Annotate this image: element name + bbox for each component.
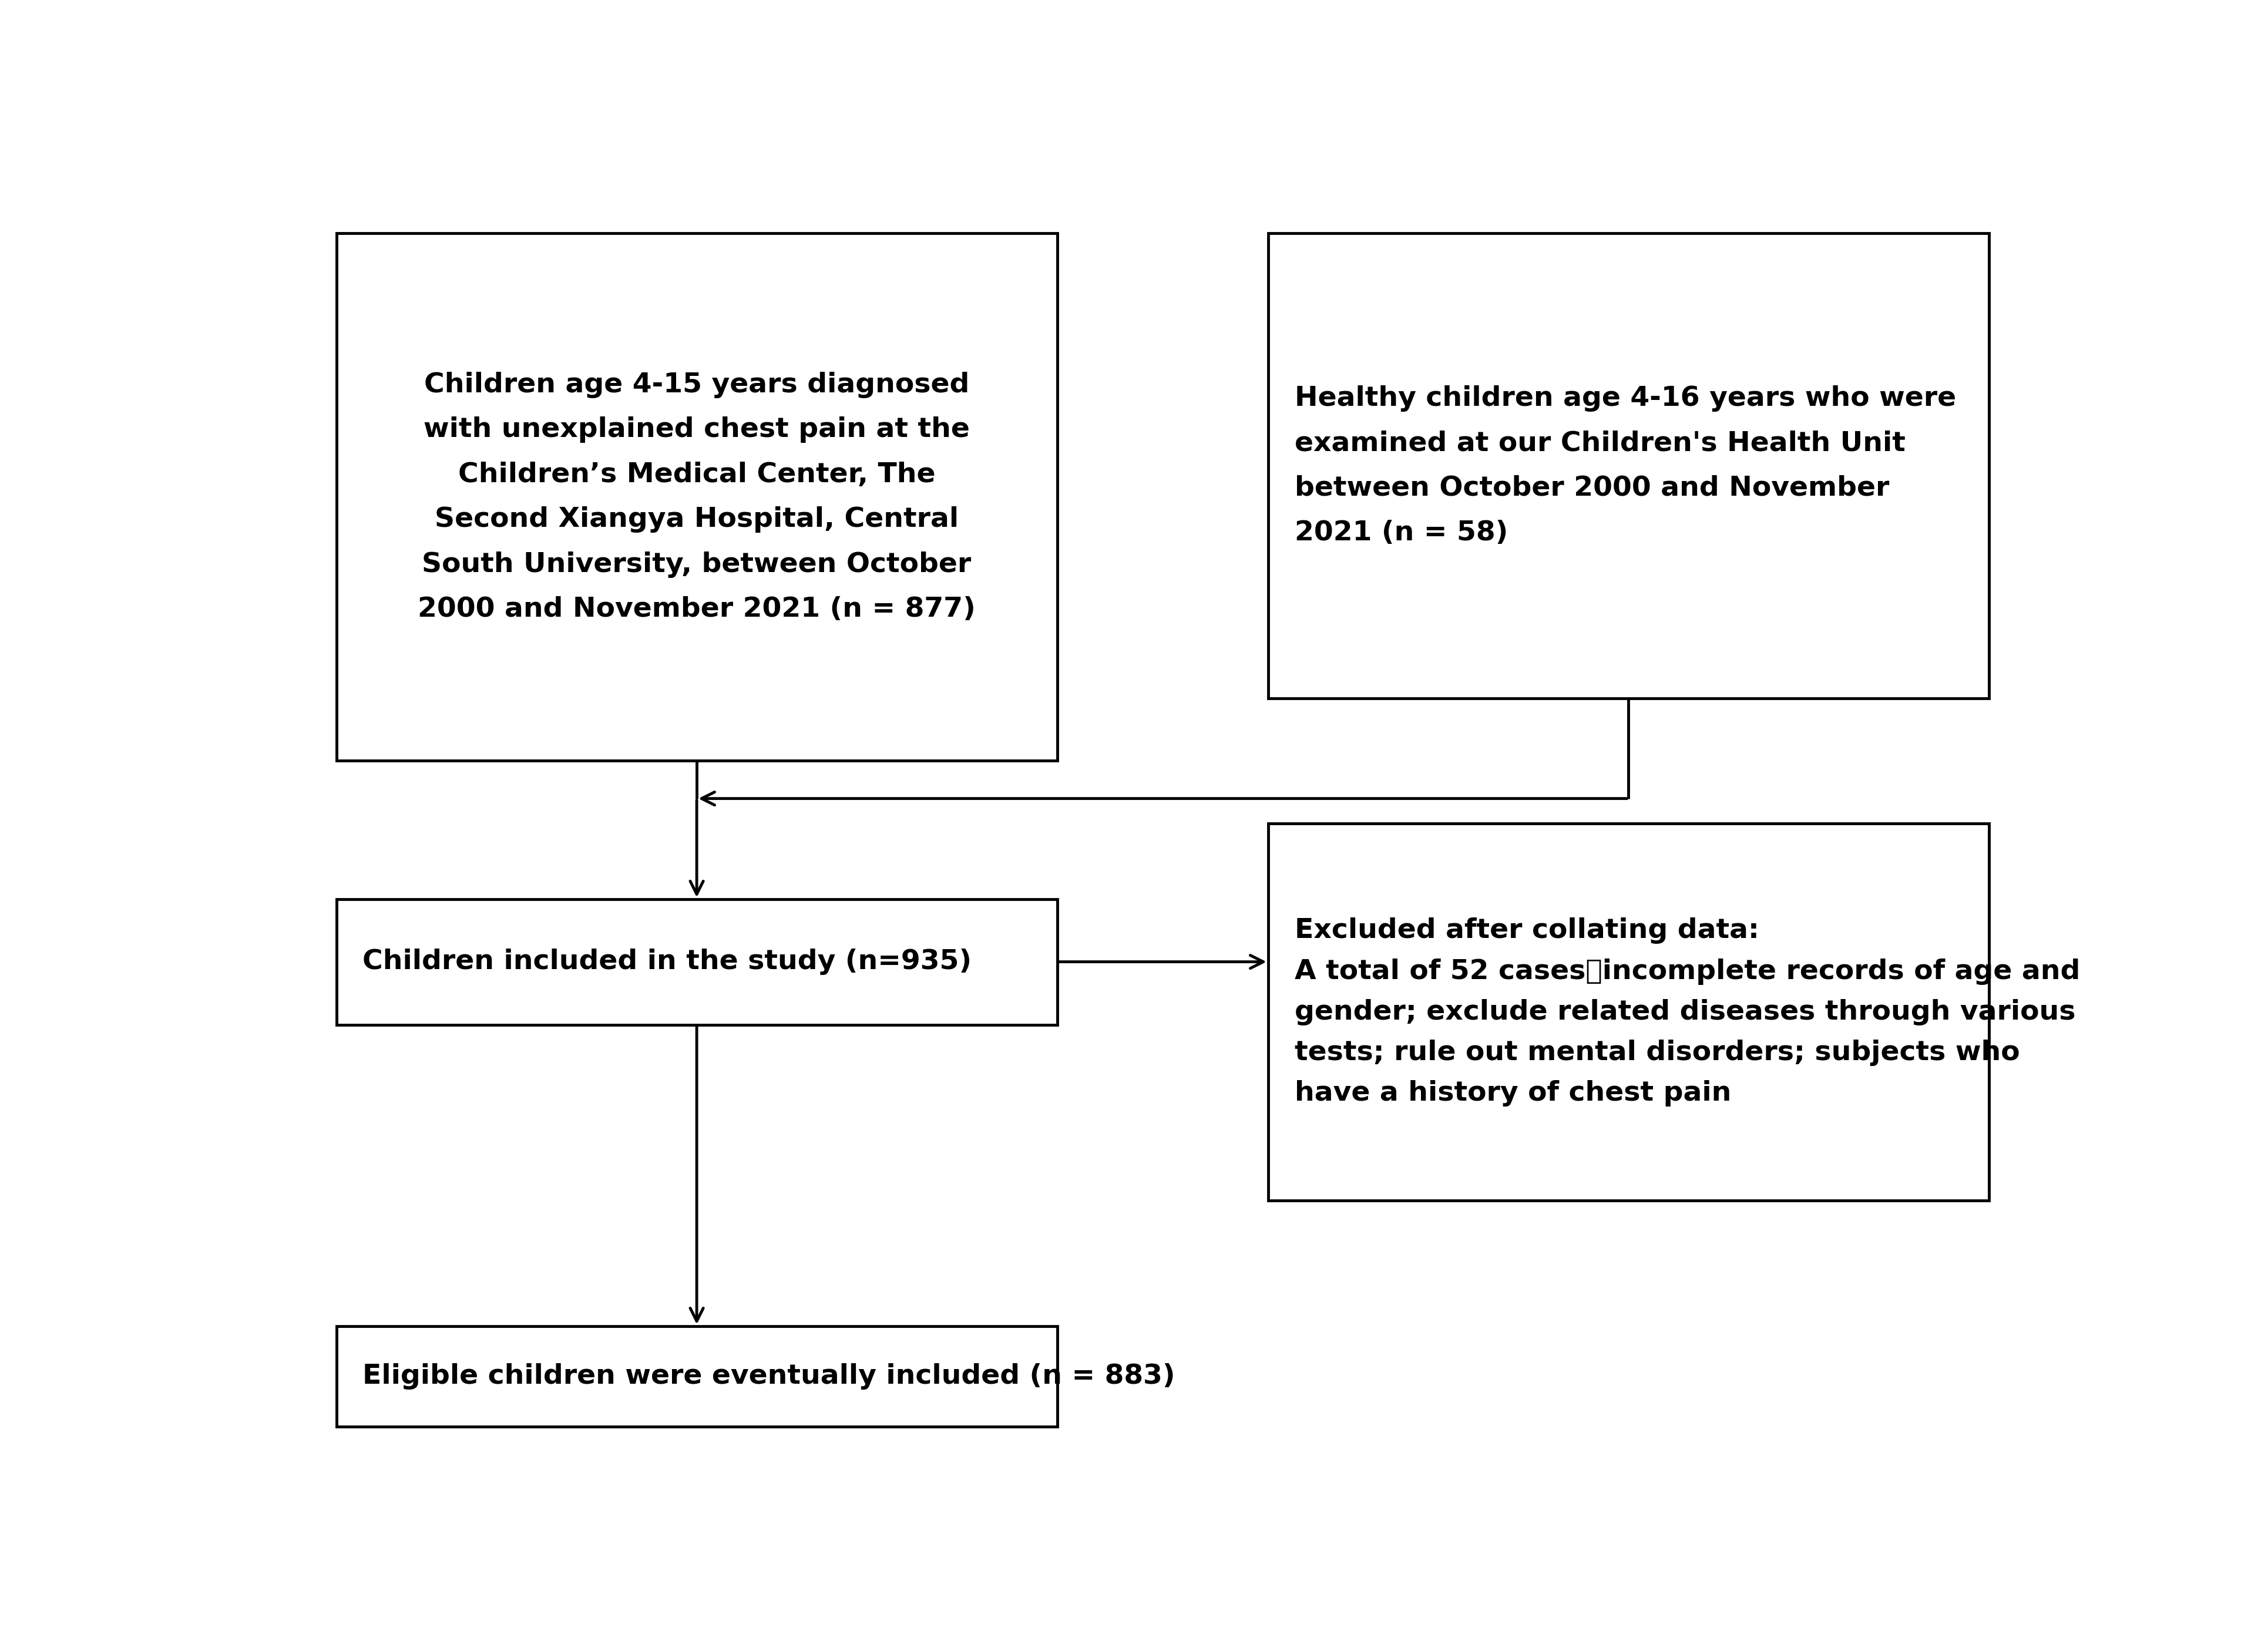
FancyBboxPatch shape: [336, 899, 1057, 1024]
FancyBboxPatch shape: [1268, 233, 1989, 698]
Text: A total of 52 cases：incomplete records of age and: A total of 52 cases：incomplete records o…: [1295, 959, 2080, 985]
Text: tests; rule out mental disorders; subjects who: tests; rule out mental disorders; subjec…: [1295, 1039, 2019, 1065]
Text: Children age 4-15 years diagnosed
with unexplained chest pain at the
Children’s : Children age 4-15 years diagnosed with u…: [417, 372, 975, 623]
FancyBboxPatch shape: [336, 1326, 1057, 1427]
Text: Children included in the study (n=935): Children included in the study (n=935): [363, 949, 971, 975]
Text: have a history of chest pain: have a history of chest pain: [1295, 1080, 1730, 1106]
FancyBboxPatch shape: [336, 233, 1057, 760]
Text: Excluded after collating data:: Excluded after collating data:: [1295, 918, 1758, 944]
Text: Eligible children were eventually included (n = 883): Eligible children were eventually includ…: [363, 1364, 1175, 1390]
Text: gender; exclude related diseases through various: gender; exclude related diseases through…: [1295, 998, 2075, 1026]
Text: Healthy children age 4-16 years who were
examined at our Children's Health Unit
: Healthy children age 4-16 years who were…: [1295, 385, 1955, 546]
FancyBboxPatch shape: [1268, 824, 1989, 1200]
